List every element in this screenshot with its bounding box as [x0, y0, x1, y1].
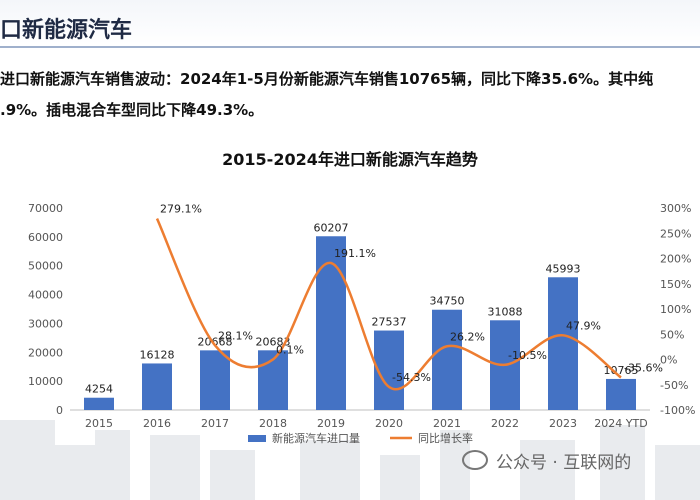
- growth-rate-label: 26.2%: [450, 330, 485, 343]
- legend-bar-swatch: [248, 435, 266, 442]
- growth-rate-label: -10.5%: [508, 349, 547, 362]
- watermark-text: 公众号 · 互联网的: [496, 453, 632, 473]
- left-axis-tick: 10000: [28, 375, 63, 388]
- bar-value-label: 34750: [430, 295, 465, 308]
- legend-bar-label: 新能源汽车进口量: [272, 431, 360, 445]
- left-axis-tick: 60000: [28, 231, 63, 244]
- right-axis-tick: 200%: [660, 253, 691, 266]
- right-axis-tick: -50%: [660, 379, 688, 392]
- growth-rate-label: -54.3%: [392, 371, 431, 384]
- left-axis-tick: 20000: [28, 346, 63, 359]
- left-axis-tick: 50000: [28, 260, 63, 273]
- growth-rate-label: 0.1%: [276, 343, 304, 356]
- bar-2024-ytd: [606, 378, 636, 410]
- bar-value-label: 27537: [372, 316, 407, 329]
- bar-2015: [84, 397, 114, 410]
- bar-value-label: 20683: [256, 335, 291, 348]
- bar-2023: [548, 277, 578, 410]
- x-tick-label: 2020: [375, 417, 403, 430]
- x-tick-label: 2023: [549, 417, 577, 430]
- bar-value-label: 20668: [198, 335, 233, 348]
- bar-value-label: 45993: [546, 262, 581, 275]
- right-axis-tick: 0%: [660, 354, 677, 367]
- chart-title: 2015-2024年进口新能源汽车趋势: [222, 150, 478, 169]
- growth-rate-label: 279.1%: [160, 203, 202, 216]
- x-tick-label: 2019: [317, 417, 345, 430]
- x-tick-label: 2017: [201, 417, 229, 430]
- right-axis-tick: 150%: [660, 278, 691, 291]
- bar-2021: [432, 309, 462, 410]
- right-axis-tick: 50%: [660, 328, 684, 341]
- growth-rate-label: 47.9%: [566, 319, 601, 332]
- summary-line-1: 进口新能源汽车销售波动：2024年1-5月份新能源汽车销售10765辆，同比下降…: [0, 70, 654, 88]
- bar-2019: [316, 236, 346, 410]
- right-axis-tick: 250%: [660, 227, 691, 240]
- x-tick-label: 2015: [85, 417, 113, 430]
- watermark: 公众号 · 互联网的: [462, 448, 631, 473]
- x-tick-label: 2016: [143, 417, 171, 430]
- summary-text: 进口新能源汽车销售波动：2024年1-5月份新能源汽车销售10765辆，同比下降…: [0, 64, 700, 126]
- title-divider: [0, 46, 700, 48]
- header-band: [0, 0, 700, 44]
- wechat-icon: [462, 450, 488, 470]
- growth-rate-label: -35.6%: [624, 361, 663, 374]
- x-tick-label: 2018: [259, 417, 287, 430]
- x-tick-label: 2024 YTD: [594, 417, 647, 430]
- bar-2016: [142, 363, 172, 410]
- left-axis-tick: 70000: [28, 202, 63, 215]
- summary-line-2: .9%。插电混合车型同比下降49.3%。: [0, 101, 264, 119]
- growth-rate-label: 28.1%: [218, 329, 253, 342]
- left-axis-tick: 0: [56, 404, 63, 417]
- growth-rate-label: 191.1%: [334, 247, 376, 260]
- left-axis-tick: 40000: [28, 289, 63, 302]
- x-tick-label: 2022: [491, 417, 519, 430]
- bar-value-label: 16128: [140, 348, 175, 361]
- legend-line-label: 同比增长率: [418, 431, 473, 445]
- bar-value-label: 10765: [604, 364, 639, 377]
- page-title: 口新能源汽车: [0, 18, 133, 43]
- left-axis-tick: 30000: [28, 317, 63, 330]
- bar-2017: [200, 350, 230, 410]
- right-axis-tick: -100%: [660, 404, 695, 417]
- x-tick-label: 2021: [433, 417, 461, 430]
- right-axis-tick: 100%: [660, 303, 691, 316]
- growth-rate-line: [155, 218, 622, 391]
- bar-value-label: 4254: [85, 383, 113, 396]
- bar-value-label: 60207: [314, 221, 349, 234]
- bar-value-label: 31088: [488, 305, 523, 318]
- right-axis-tick: 300%: [660, 202, 691, 215]
